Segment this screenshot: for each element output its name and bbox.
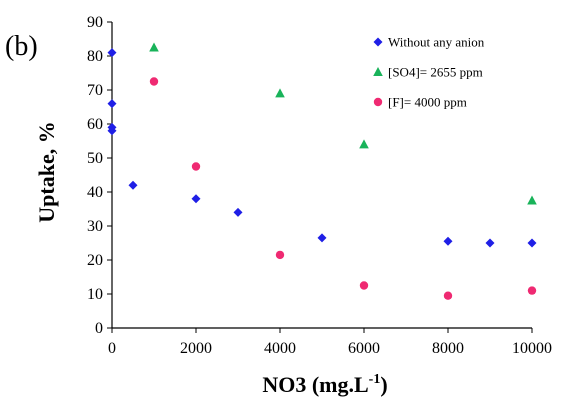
data-point	[275, 250, 285, 260]
data-point	[443, 236, 453, 246]
x-axis-title-end: )	[380, 372, 387, 397]
legend-marker	[373, 37, 383, 47]
legend-label: [F]= 4000 ppm	[388, 95, 467, 110]
legend: Without any anion [SO4]= 2655 ppm [F]= 400…	[373, 35, 485, 110]
x-axis-title-superscript: -1	[369, 372, 381, 387]
x-axis-title-main: NO3 (mg.L	[262, 372, 368, 397]
y-tick-label: 50	[87, 150, 103, 167]
y-tick-label: 80	[87, 48, 103, 65]
data-point	[485, 238, 495, 248]
x-tick-label: 4000	[264, 340, 296, 357]
y-tick-label: 90	[87, 14, 103, 31]
data-point	[317, 233, 327, 243]
x-tick-label: 6000	[348, 340, 380, 357]
x-axis-ticks: 0 2000 4000 6000 8000 10000	[108, 328, 552, 357]
y-tick-label: 10	[87, 286, 103, 303]
x-tick-label: 2000	[180, 340, 212, 357]
data-point	[359, 139, 369, 149]
legend-label: Without any anion	[388, 35, 485, 50]
y-axis-title: Uptake, %	[34, 121, 59, 222]
data-point	[233, 207, 243, 217]
data-point	[359, 281, 369, 290]
y-tick-label: 60	[87, 116, 103, 133]
legend-marker	[373, 67, 383, 76]
legend-marker	[373, 97, 383, 107]
x-tick-label: 10000	[512, 340, 552, 357]
y-tick-label: 0	[95, 320, 103, 337]
data-points	[107, 42, 537, 300]
data-point	[527, 238, 537, 248]
data-point	[107, 126, 117, 136]
data-point	[443, 291, 453, 300]
y-axis-ticks: 0 10 20 30 40 50 60 70 80 90	[87, 14, 112, 337]
panel-label: (b)	[5, 31, 38, 62]
legend-label: [SO4]= 2655 ppm	[388, 65, 483, 80]
data-point	[527, 286, 537, 295]
data-point	[191, 162, 201, 171]
data-point	[128, 180, 138, 190]
y-tick-label: 70	[87, 82, 103, 99]
y-tick-label: 20	[87, 252, 103, 269]
data-point	[191, 194, 201, 204]
data-point	[149, 42, 159, 52]
data-point	[149, 77, 159, 86]
data-point	[275, 88, 285, 98]
x-tick-label: 0	[108, 340, 116, 357]
x-axis-title: NO3 (mg.L-1)	[262, 372, 387, 397]
data-point	[107, 48, 117, 58]
y-tick-label: 30	[87, 218, 103, 235]
y-tick-label: 40	[87, 184, 103, 201]
x-tick-label: 8000	[432, 340, 464, 357]
data-point	[107, 99, 117, 109]
data-point	[527, 195, 537, 205]
